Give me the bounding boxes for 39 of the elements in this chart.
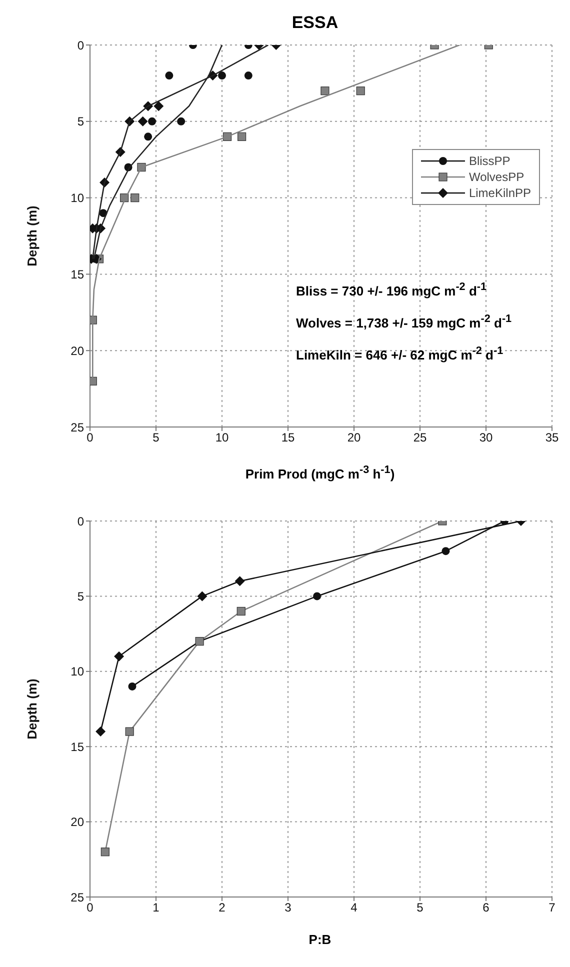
- y-tick-label: 5: [77, 114, 84, 129]
- x-tick-label: 0: [86, 430, 94, 445]
- legend-label: LimeKilnPP: [468, 186, 531, 200]
- y-axis-title: Depth (m): [24, 678, 40, 740]
- x-tick-label: 7: [548, 900, 556, 915]
- x-tick-label: 1: [152, 900, 160, 915]
- annotation: LimeKiln = 646 +/- 62 mgC m$^{-2}$ d$^{-1}$: [296, 345, 504, 364]
- y-tick-label: 20: [70, 815, 84, 830]
- x-tick-label: 10: [215, 430, 229, 445]
- y-tick-label: 20: [70, 344, 84, 358]
- x-axis-title: Prim Prod (mgC m$^{-3}$ h$^{-1}$): [244, 463, 396, 484]
- y-tick-label: 0: [77, 38, 84, 52]
- y-tick-label: 15: [70, 267, 84, 282]
- x-tick-label: 3: [284, 900, 292, 915]
- x-tick-label: 15: [281, 430, 295, 445]
- y-tick-label: 10: [70, 664, 84, 679]
- y-tick-label: 10: [70, 191, 84, 206]
- x-tick-label: 2: [218, 900, 226, 915]
- y-tick-label: 5: [77, 589, 84, 604]
- legend-label: BlissPP: [468, 154, 510, 168]
- x-tick-label: 5: [152, 430, 160, 445]
- annotation: Bliss = 730 +/- 196 mgC m$^{-2}$ d$^{-1}$: [296, 281, 488, 300]
- y-tick-label: 25: [70, 890, 84, 904]
- x-tick-label: 6: [482, 900, 490, 915]
- x-tick-label: 20: [347, 430, 361, 445]
- x-axis-title: P:B: [308, 931, 332, 949]
- y-tick-label: 15: [70, 740, 84, 754]
- y-tick-label: 0: [77, 514, 84, 528]
- y-tick-label: 25: [70, 420, 84, 434]
- x-tick-label: 30: [479, 430, 493, 445]
- x-tick-label: 5: [416, 900, 424, 915]
- x-tick-label: 25: [413, 430, 427, 445]
- legend-label: WolvesPP: [468, 170, 524, 184]
- x-tick-label: 0: [86, 900, 94, 915]
- y-axis-title: Depth (m): [24, 206, 40, 266]
- chart-title: ESSA: [290, 12, 340, 34]
- annotation: Wolves = 1,738 +/- 159 mgC m$^{-2}$ d$^{-1}$: [296, 313, 512, 332]
- x-tick-label: 35: [545, 430, 559, 445]
- x-tick-label: 4: [350, 900, 358, 915]
